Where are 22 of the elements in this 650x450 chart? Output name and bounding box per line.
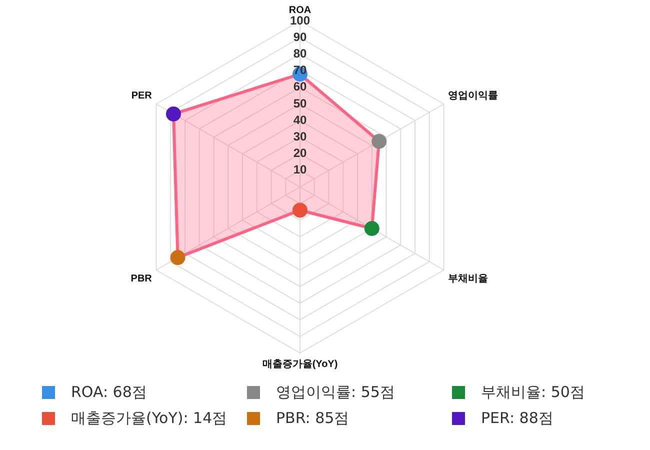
spoke-label: ROA	[288, 4, 312, 16]
text: 부채비율: 50점	[481, 382, 585, 402]
spoke-label: PER	[131, 90, 153, 102]
text: PBR: 85점	[276, 408, 350, 428]
text: 매출증가율(YoY): 14점	[71, 408, 228, 428]
spoke-label: PBR	[130, 273, 153, 284]
y-tick-label: 70	[293, 63, 307, 78]
spoke-label: 매출증가율(YoY)	[262, 358, 338, 370]
spoke-label: 영업이익률	[448, 90, 498, 102]
y-tick-label: 10	[293, 162, 307, 177]
y-tick-label: 40	[293, 112, 307, 127]
text: ROA: 68점	[71, 382, 147, 402]
y-tick-label: 100	[290, 13, 310, 28]
y-tick-label: 90	[293, 30, 307, 44]
spoke-label: 부채비율	[448, 273, 488, 284]
y-tick-label: 30	[293, 130, 307, 144]
y-tick-label: 50	[293, 96, 307, 110]
text: 영업이익률: 55점	[276, 382, 395, 402]
y-tick-label: 20	[293, 146, 307, 160]
y-tick-label: 60	[293, 80, 307, 94]
y-tick-label: 80	[293, 46, 307, 61]
text: PER: 88점	[481, 408, 554, 428]
